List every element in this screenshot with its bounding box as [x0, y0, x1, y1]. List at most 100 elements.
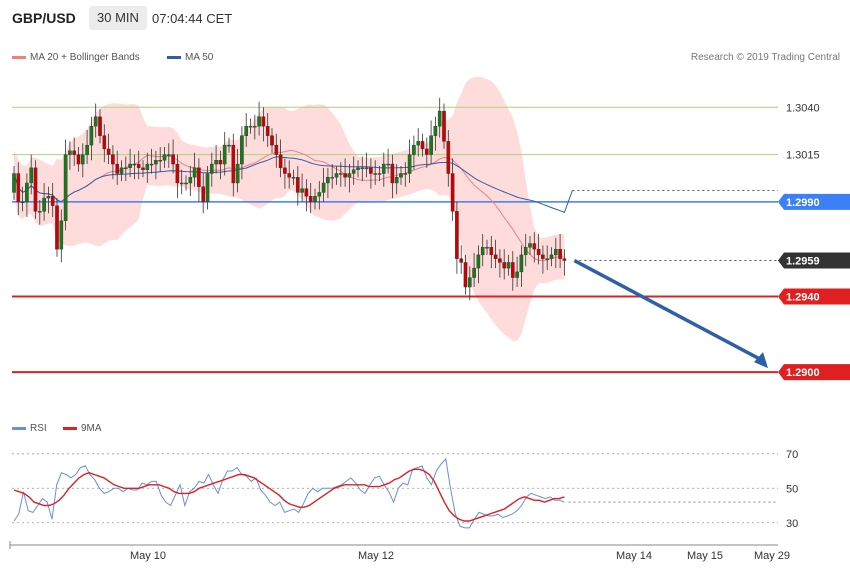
candle-body	[265, 126, 270, 136]
candle-body	[46, 196, 51, 199]
candle-body	[59, 220, 64, 250]
candle-body	[287, 173, 292, 178]
candle-body	[89, 126, 94, 146]
candle-body	[244, 126, 249, 136]
candle-body	[489, 247, 494, 256]
candle-body	[326, 177, 330, 184]
ma20-line	[13, 149, 565, 261]
candle-body	[55, 205, 59, 250]
candle-body	[76, 154, 81, 165]
candle-body	[493, 254, 498, 259]
candlesticks	[12, 97, 768, 369]
candle-body	[502, 262, 507, 269]
candle-body	[227, 144, 231, 147]
candle-body	[98, 116, 102, 136]
candle-body	[429, 135, 433, 155]
candle-body	[25, 182, 29, 203]
candle-body	[437, 110, 442, 127]
candle-body	[278, 154, 283, 169]
candle-body	[201, 186, 206, 203]
candle-body	[158, 160, 163, 162]
candle-body	[468, 277, 472, 288]
price-label: 1.2959	[786, 256, 820, 268]
rsi-tick-label: 70	[786, 449, 798, 461]
candle-body	[111, 154, 115, 165]
candle-body	[463, 262, 468, 288]
candle-body	[347, 173, 352, 178]
candle-body	[248, 126, 253, 128]
candle-body	[197, 167, 201, 187]
candle-body	[72, 150, 76, 155]
candle-body	[416, 141, 421, 146]
candle-body	[515, 271, 519, 278]
price-label: 1.3015	[786, 150, 820, 162]
candle-body	[175, 163, 180, 184]
candle-body	[386, 163, 390, 166]
candle-body	[192, 167, 197, 178]
candle-body	[93, 116, 98, 127]
candle-body	[377, 173, 382, 175]
candle-body	[382, 163, 386, 174]
candle-body	[562, 258, 567, 261]
candle-body	[433, 126, 438, 136]
candle-body	[472, 267, 476, 278]
chart-header: GBP/USD 30 MIN 07:04:44 CET	[0, 0, 850, 38]
price-labels: 1.3040 1.3015 1.2990 1.2959 1.2940 1.2900	[778, 102, 850, 381]
candle-body	[532, 243, 537, 250]
candle-body	[141, 167, 145, 170]
candle-body	[145, 163, 150, 170]
rsi-ma-line	[13, 468, 565, 522]
candle-body	[136, 163, 141, 169]
rsi-tick-label: 30	[786, 518, 798, 530]
candle-body	[528, 243, 532, 248]
candle-body	[334, 173, 339, 178]
candle-body	[446, 141, 451, 174]
candle-body	[154, 160, 158, 165]
candle-body	[558, 248, 562, 259]
key-levels	[12, 106, 778, 374]
candle-body	[506, 262, 511, 269]
candle-body	[188, 177, 193, 184]
candle-body	[364, 167, 369, 170]
legend-rsi: RSI	[12, 423, 47, 434]
price-label: 1.2940	[786, 291, 820, 303]
candle-body	[115, 163, 119, 174]
candle-body	[541, 254, 545, 259]
candle-body	[330, 177, 335, 179]
price-label: 1.2990	[786, 197, 820, 209]
candle-body	[351, 169, 356, 174]
candle-body	[296, 177, 300, 193]
candle-body	[171, 154, 175, 165]
candle-body	[343, 173, 347, 178]
price-tag	[778, 288, 850, 305]
candle-body	[536, 248, 541, 256]
legend-rsi-ma: 9MA	[63, 423, 102, 434]
price-label: 1.3040	[786, 102, 820, 114]
candle-body	[63, 154, 68, 222]
candle-body	[399, 173, 403, 178]
candle-body	[50, 196, 55, 206]
candle-body	[313, 196, 317, 203]
candle-body	[252, 126, 257, 128]
candle-body	[459, 258, 464, 263]
candle-body	[300, 188, 304, 193]
candle-body	[85, 144, 89, 155]
candle-body	[450, 173, 455, 212]
rsi-panel: 70 50 30	[12, 449, 798, 530]
candle-body	[20, 201, 25, 204]
timestamp: 07:04:44 CET	[152, 11, 233, 26]
candle-body	[523, 247, 528, 256]
candle-body	[476, 254, 481, 269]
price-tag	[778, 364, 850, 381]
candle-body	[291, 177, 296, 179]
candle-body	[235, 163, 240, 184]
rsi-tick-label: 50	[786, 483, 798, 495]
candle-body	[214, 160, 218, 165]
forecast-arrow	[573, 258, 763, 362]
timeframe-button[interactable]: 30 MIN	[89, 6, 147, 30]
candle-body	[128, 163, 132, 169]
candle-body	[42, 197, 46, 212]
candle-body	[80, 154, 85, 165]
candle-body	[29, 167, 34, 184]
